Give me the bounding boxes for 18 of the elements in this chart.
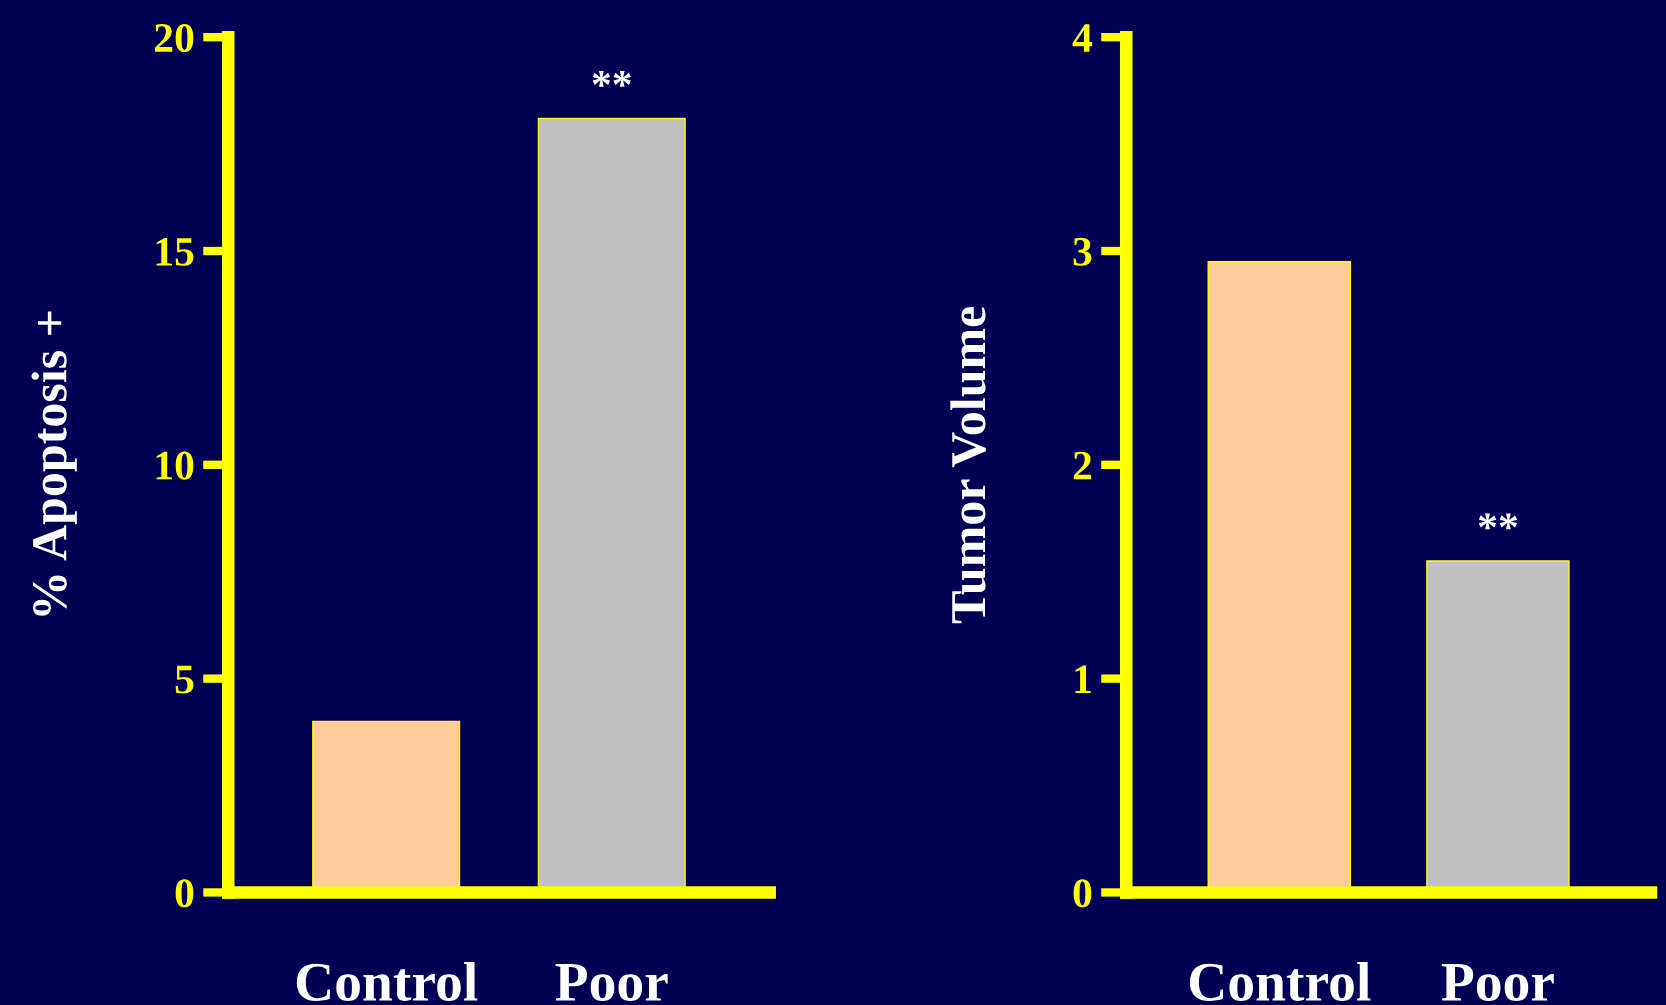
y-tick-label: 0 <box>175 879 194 908</box>
y-tick-label: 20 <box>154 23 194 53</box>
x-tick-label: Control <box>296 961 478 1001</box>
y-tick-label: 10 <box>156 451 194 480</box>
y-axis-title: % Apoptosis + <box>31 311 77 616</box>
y-tick-label: 2 <box>1073 451 1092 480</box>
x-tick-label: Poor <box>1441 964 1554 1001</box>
y-tick-label: 15 <box>156 237 194 266</box>
y-tick-label: 1 <box>1075 665 1091 694</box>
x-tick-label: Poor <box>555 964 668 1001</box>
y-tick-label: 0 <box>1073 879 1092 908</box>
y-axis-title: Tumor Volume <box>950 306 986 624</box>
x-tick-label: Control <box>1189 961 1371 1001</box>
y-tick-label: 5 <box>175 665 194 694</box>
annotation: ** <box>592 70 631 87</box>
y-tick-label: 4 <box>1072 24 1093 52</box>
y-tick-label: 3 <box>1073 237 1092 266</box>
annotation: ** <box>1478 513 1518 530</box>
